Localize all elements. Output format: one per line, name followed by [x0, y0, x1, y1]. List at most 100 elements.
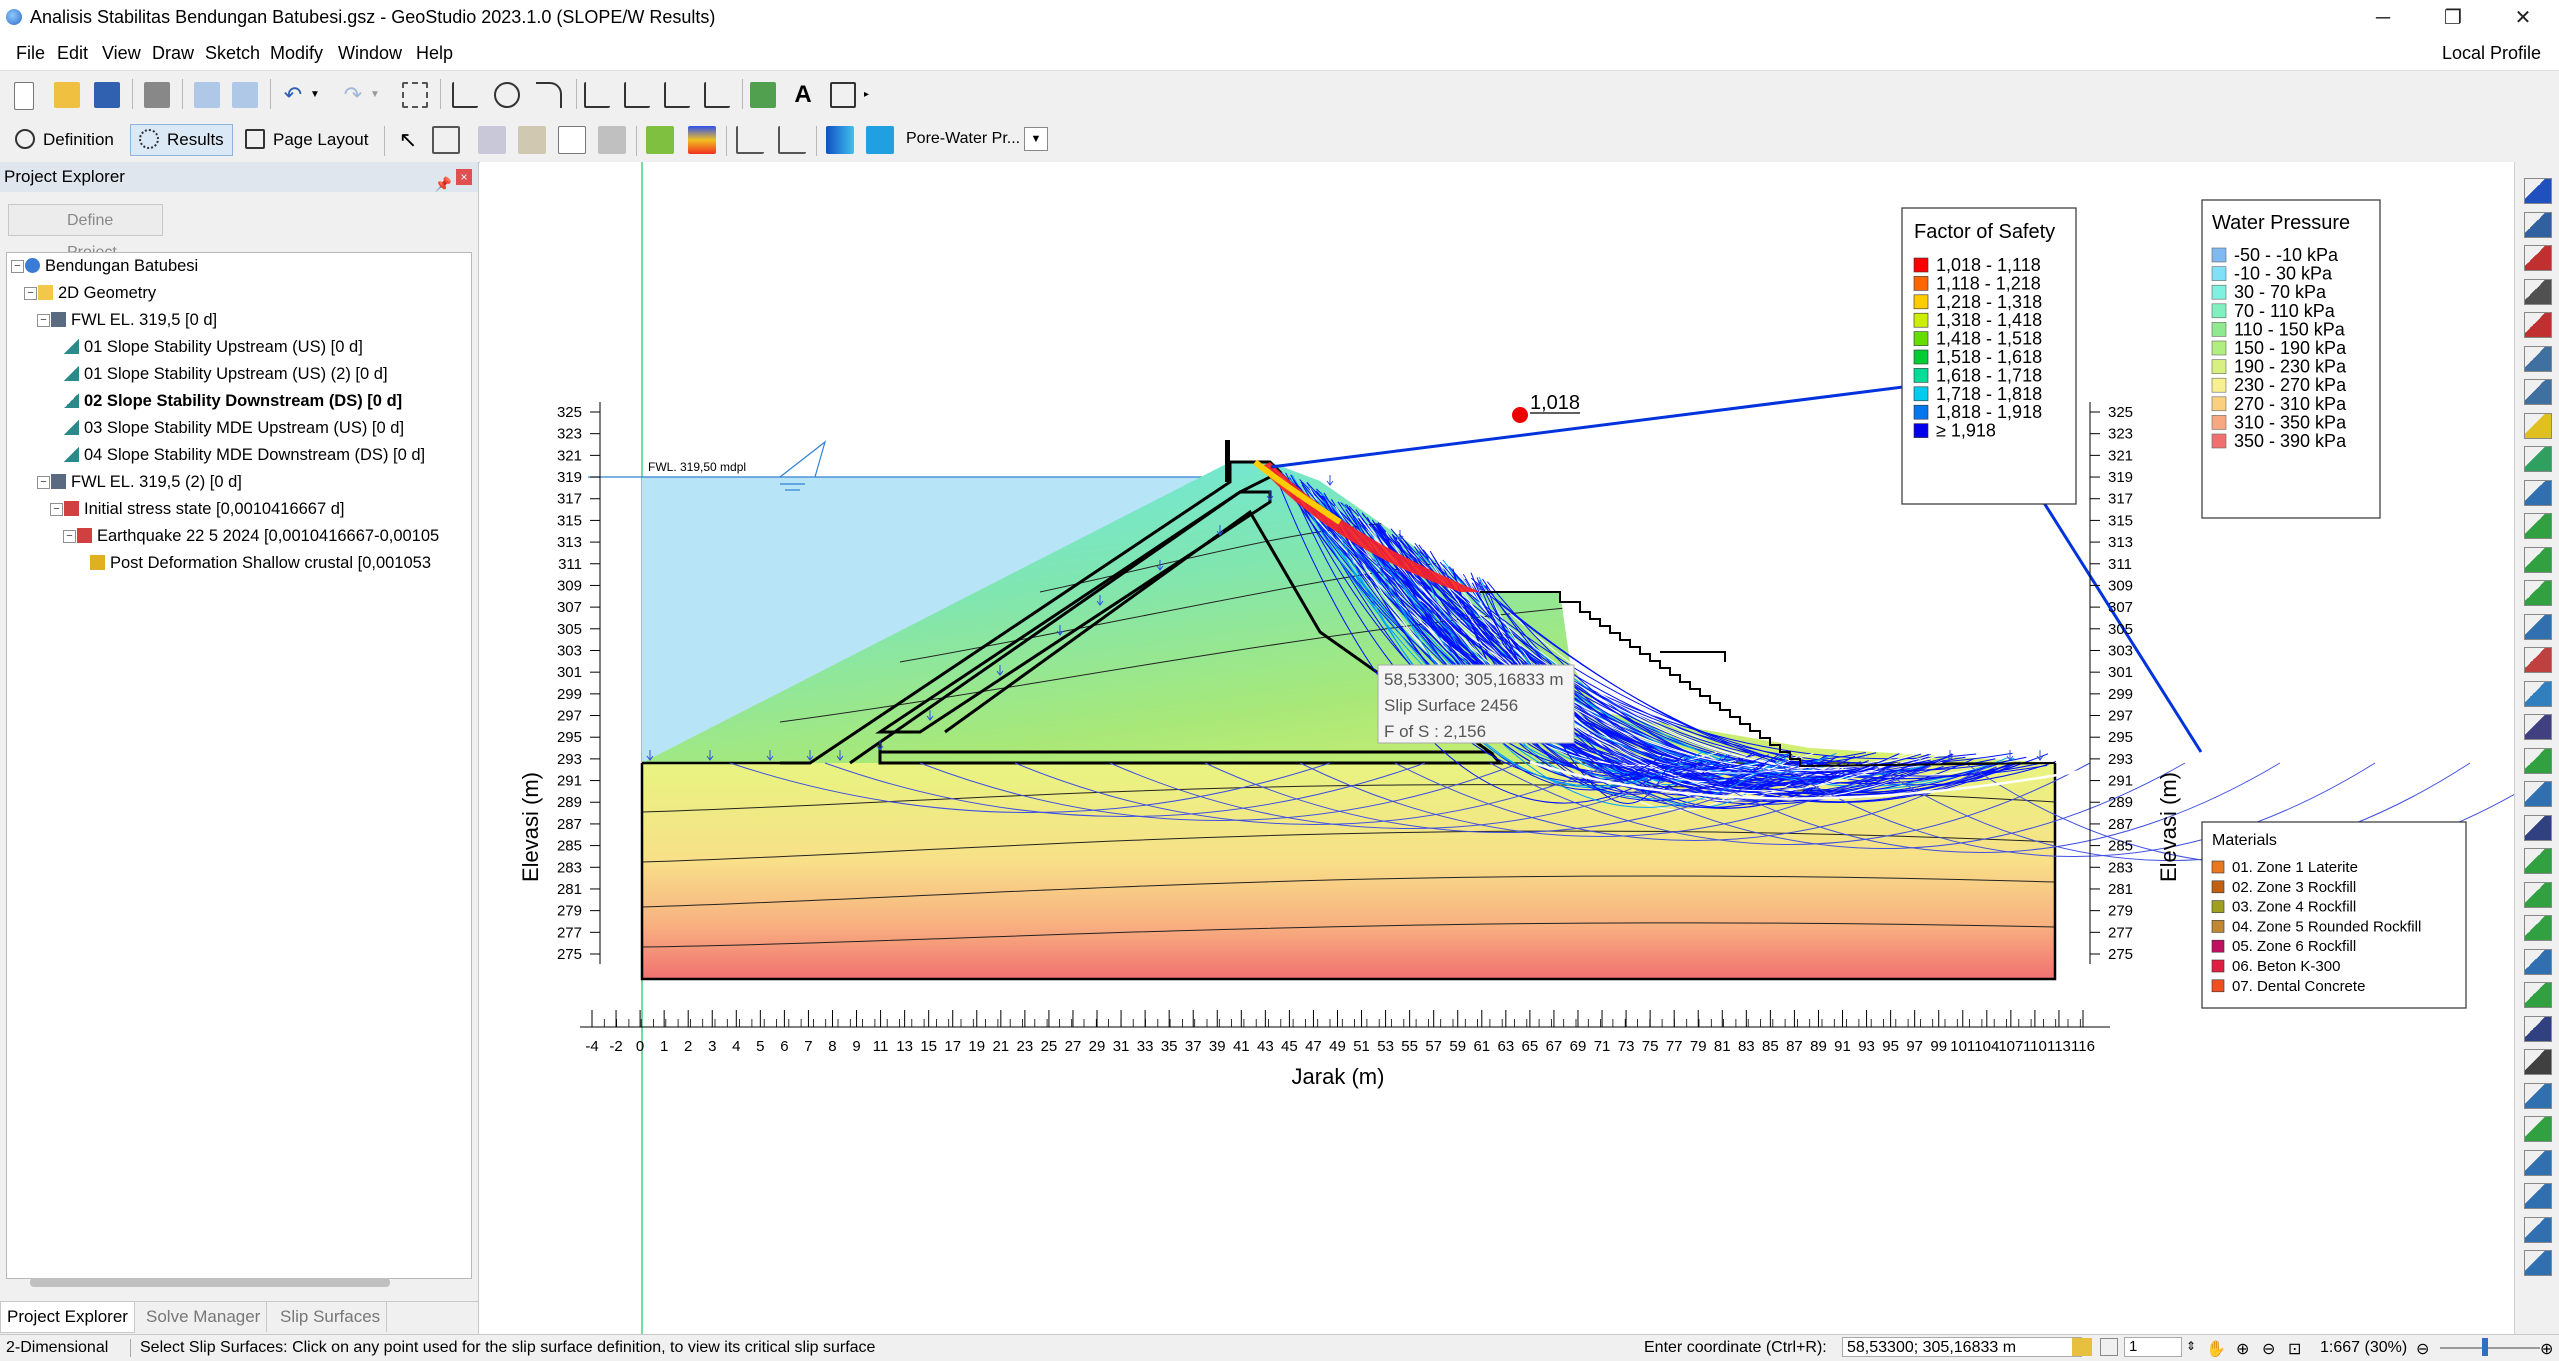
critical-slip-center[interactable]: [1512, 407, 1528, 423]
save-icon[interactable]: [94, 82, 120, 108]
horizontal-scrollbar[interactable]: [30, 1278, 390, 1287]
results-view-dropdown[interactable]: Pore-Water Pr... ▼: [906, 124, 1048, 154]
undo-icon[interactable]: ↶: [283, 82, 303, 107]
slip-surface-icon[interactable]: [2524, 412, 2552, 439]
graph-icon[interactable]: [624, 82, 650, 108]
export-icon[interactable]: [598, 126, 626, 154]
menu-sketch[interactable]: Sketch: [205, 43, 261, 63]
draw-region-icon[interactable]: [2524, 211, 2552, 238]
pattern-icon[interactable]: [2524, 1149, 2552, 1176]
color-map-icon[interactable]: [826, 126, 854, 154]
draw-arc-icon[interactable]: [536, 82, 562, 108]
menu-draw[interactable]: Draw: [152, 43, 195, 63]
scale-icon[interactable]: [664, 82, 690, 108]
line-load-icon[interactable]: [2524, 881, 2552, 908]
pressure-line-icon[interactable]: [2524, 513, 2552, 539]
chevron-down-icon[interactable]: ▼: [1024, 127, 1048, 151]
axes-icon[interactable]: [584, 82, 610, 108]
tab-project-explorer[interactable]: Project Explorer: [0, 1302, 135, 1333]
point-icon[interactable]: [2524, 278, 2552, 305]
function-icon[interactable]: [2524, 178, 2552, 204]
slice-info-icon[interactable]: [2524, 948, 2552, 975]
boundary-icon[interactable]: [2524, 1049, 2552, 1075]
zoom-in-icon[interactable]: ⊕: [2236, 1341, 2250, 1358]
plot-axes-icon[interactable]: [736, 126, 764, 154]
slope-stability-plot[interactable]: 1,018 FWL. 319,50 mdpl 27527727928128328…: [480, 162, 2559, 1334]
flow-icon[interactable]: [2524, 1015, 2552, 1042]
text-label-icon[interactable]: A: [794, 81, 812, 108]
nail-icon[interactable]: [2524, 747, 2552, 774]
grid-icon[interactable]: [2524, 379, 2552, 405]
print-icon[interactable]: [144, 82, 170, 108]
reinforcement-icon[interactable]: [2524, 680, 2552, 707]
menu-modify[interactable]: Modify: [270, 43, 324, 63]
pile-icon[interactable]: [2524, 781, 2552, 807]
mesh-icon[interactable]: [2524, 345, 2552, 372]
slip-grid-icon[interactable]: [2524, 479, 2552, 506]
tree-expander-icon[interactable]: −: [11, 260, 24, 273]
piezometric-icon[interactable]: [2524, 546, 2552, 573]
page-icon[interactable]: [2100, 1338, 2118, 1356]
report-icon[interactable]: [558, 126, 586, 154]
page-layout-mode-button[interactable]: Page Layout: [236, 124, 377, 156]
close-button[interactable]: ✕: [2514, 7, 2532, 29]
table-icon[interactable]: [830, 82, 856, 108]
draw-circle-icon[interactable]: [494, 82, 520, 108]
anchor-icon[interactable]: [2524, 714, 2552, 740]
pan-hand-icon[interactable]: ✋: [2206, 1341, 2226, 1358]
zoom-slider-thumb[interactable]: [2482, 1338, 2488, 1356]
water-table-icon[interactable]: [2524, 613, 2552, 640]
new-file-icon[interactable]: [14, 82, 34, 110]
tab-solve-manager[interactable]: Solve Manager: [140, 1302, 268, 1332]
material-icon[interactable]: [2524, 245, 2552, 271]
pointer-icon[interactable]: ↖: [398, 127, 418, 152]
undo-dropdown-icon[interactable]: ▼: [310, 89, 320, 100]
menu-edit[interactable]: Edit: [57, 43, 89, 63]
definition-mode-button[interactable]: Definition: [6, 124, 123, 156]
pressure-head-icon[interactable]: [2524, 915, 2552, 941]
ground-icon[interactable]: [2524, 982, 2552, 1008]
page-stepper-icon[interactable]: ⇕: [2186, 1339, 2197, 1353]
refresh-icon[interactable]: [402, 82, 428, 108]
menu-help[interactable]: Help: [416, 43, 454, 63]
ruler-icon[interactable]: [704, 82, 730, 108]
zoom-slider-plus-icon[interactable]: ⊕: [2540, 1341, 2554, 1358]
page-number-field[interactable]: 1: [2124, 1337, 2182, 1357]
drawing-canvas[interactable]: 1,018 FWL. 319,50 mdpl 275 277 279 281 283 28…: [480, 162, 2559, 1334]
coordinate-input[interactable]: 58,53300; 305,16833 m: [1842, 1337, 2082, 1357]
menu-file[interactable]: File: [16, 43, 46, 63]
zoom-fit-icon[interactable]: ⊡: [2288, 1341, 2302, 1358]
open-folder-icon[interactable]: [54, 82, 80, 108]
toolbar-overflow-icon[interactable]: ▸: [864, 89, 870, 100]
draw-contours-icon[interactable]: [518, 126, 546, 154]
graph-results-icon[interactable]: [432, 126, 460, 154]
contour-results-icon[interactable]: [688, 126, 716, 154]
zoom-out-icon[interactable]: ⊖: [2262, 1341, 2276, 1358]
pin-icon[interactable]: 📌: [434, 176, 452, 192]
plot-graph-icon[interactable]: [778, 126, 806, 154]
surcharge-icon[interactable]: [2524, 848, 2552, 874]
number-icon[interactable]: [2524, 647, 2552, 673]
picture-icon[interactable]: [750, 82, 776, 108]
tree-expander-icon[interactable]: −: [37, 314, 50, 327]
view-icon[interactable]: [2524, 1250, 2552, 1276]
ponded-water-icon[interactable]: [2524, 580, 2552, 606]
select-slip-icon[interactable]: [452, 82, 478, 108]
minimize-button[interactable]: ─: [2375, 7, 2391, 29]
water-pressure-icon[interactable]: [866, 126, 894, 154]
result-icon[interactable]: [2524, 1216, 2552, 1243]
paste-icon[interactable]: [232, 82, 258, 108]
zoom-slider-track[interactable]: [2440, 1347, 2540, 1349]
check-icon[interactable]: [2524, 1183, 2552, 1209]
tree-expander-icon[interactable]: −: [24, 287, 37, 300]
zoom-slider-minus-icon[interactable]: ⊖: [2416, 1341, 2430, 1358]
point-load-icon[interactable]: [2524, 1116, 2552, 1142]
snap-grid-icon[interactable]: [2072, 1338, 2092, 1356]
redo-icon[interactable]: ↷: [343, 82, 363, 107]
entry-exit-icon[interactable]: [2524, 446, 2552, 472]
slip-results-icon[interactable]: [646, 126, 674, 154]
strip-footing-icon[interactable]: [2524, 1082, 2552, 1109]
tree-expander-icon[interactable]: −: [63, 530, 76, 543]
view-objects-icon[interactable]: [478, 126, 506, 154]
menu-view[interactable]: View: [102, 43, 141, 63]
